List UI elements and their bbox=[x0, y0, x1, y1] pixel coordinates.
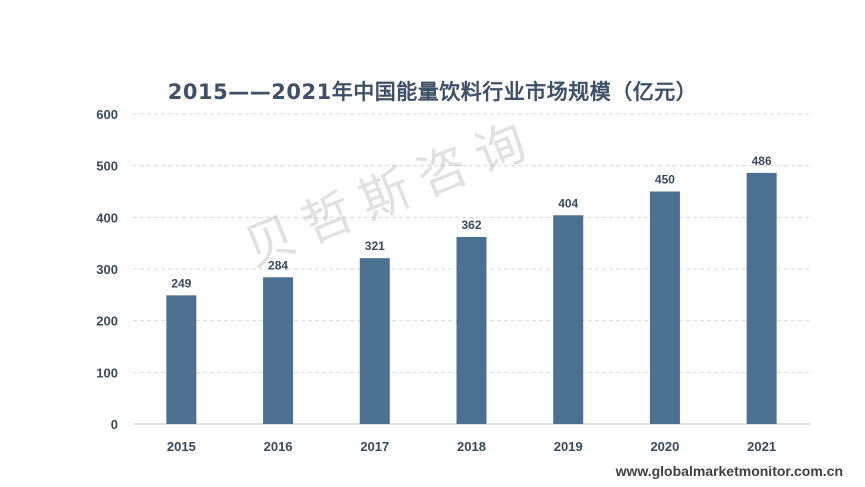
data-label-2019: 404 bbox=[558, 196, 578, 210]
y-tick-label-100: 100 bbox=[96, 365, 118, 380]
bar-2017 bbox=[359, 258, 390, 424]
bar-2016 bbox=[263, 277, 294, 424]
x-tick-label-2019: 2019 bbox=[554, 439, 583, 454]
data-label-2015: 249 bbox=[171, 276, 191, 290]
data-label-2021: 486 bbox=[752, 154, 772, 168]
bar-2018 bbox=[456, 236, 487, 424]
bars bbox=[166, 172, 777, 424]
y-tick-label-400: 400 bbox=[96, 210, 118, 225]
x-tick-label-2015: 2015 bbox=[167, 439, 196, 454]
x-axis-tick-labels: 2015 2016 2017 2018 2019 2020 2021 bbox=[167, 439, 776, 454]
x-tick-label-2018: 2018 bbox=[457, 439, 486, 454]
chart-title: 2015——2021年中国能量饮料行业市场规模（亿元） bbox=[167, 80, 698, 104]
source-url: www.globalmarketmonitor.com.cn bbox=[615, 463, 843, 479]
x-tick-label-2021: 2021 bbox=[747, 439, 776, 454]
y-tick-label-600: 600 bbox=[96, 107, 118, 122]
y-axis-tick-labels: 0 100 200 300 400 500 600 bbox=[96, 107, 118, 432]
x-tick-label-2017: 2017 bbox=[360, 439, 389, 454]
bar-2020 bbox=[649, 191, 680, 424]
data-label-2016: 284 bbox=[268, 258, 288, 272]
x-tick-label-2020: 2020 bbox=[650, 439, 679, 454]
x-tick-label-2016: 2016 bbox=[264, 439, 293, 454]
data-labels: 249 284 321 362 404 450 486 bbox=[171, 154, 772, 290]
data-label-2017: 321 bbox=[365, 239, 385, 253]
y-tick-label-200: 200 bbox=[96, 314, 118, 329]
data-label-2020: 450 bbox=[655, 173, 675, 187]
bar-2015 bbox=[166, 295, 197, 424]
y-tick-label-500: 500 bbox=[96, 159, 118, 174]
bar-2021 bbox=[746, 172, 777, 424]
bar-2019 bbox=[553, 215, 584, 424]
y-tick-label-0: 0 bbox=[111, 417, 118, 432]
data-label-2018: 362 bbox=[461, 218, 481, 232]
y-tick-label-300: 300 bbox=[96, 262, 118, 277]
